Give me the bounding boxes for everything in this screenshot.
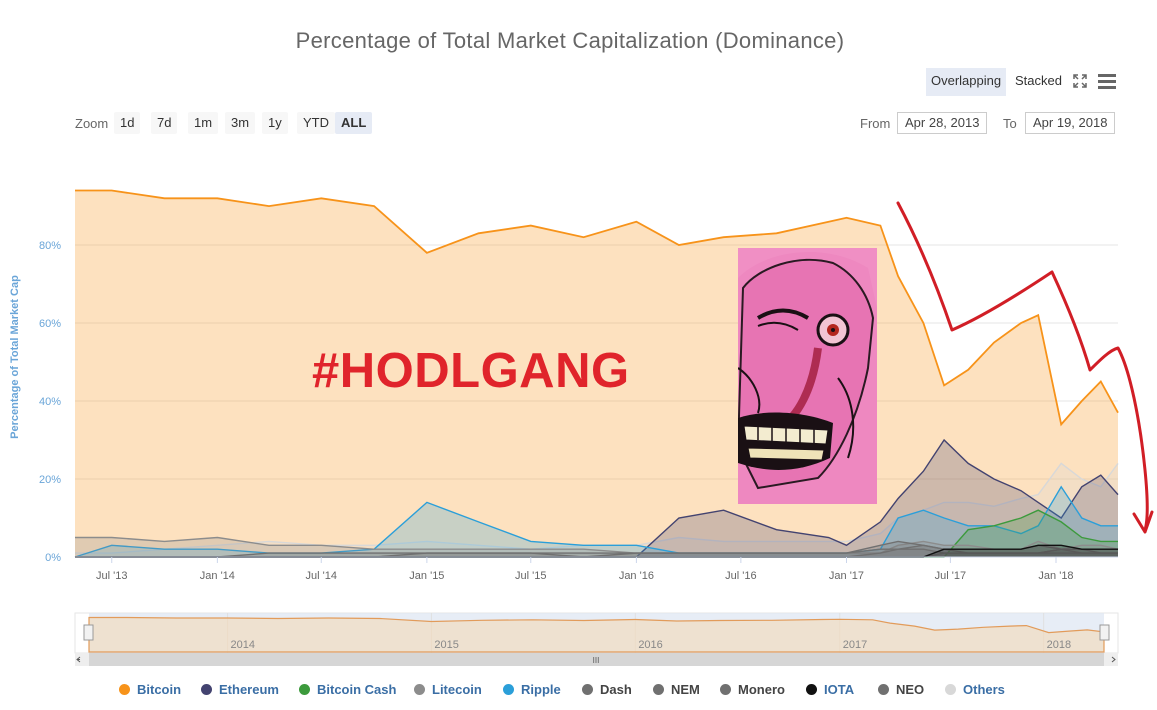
menu-icon[interactable] [1098,73,1116,89]
from-label: From [860,116,891,131]
legend-marker-icon [201,684,212,695]
legend-item-others[interactable]: Others [945,682,1005,697]
y-axis-title: Percentage of Total Market Cap [9,275,21,439]
y-tick-label: 40% [39,396,61,408]
series-area-nem [75,545,1118,557]
legend-marker-icon [653,684,664,695]
to-date-input[interactable]: Apr 19, 2018 [1025,112,1116,134]
legend-label: Dash [600,682,632,697]
legend-item-nem[interactable]: NEM [653,682,700,697]
navigator-year-label: 2015 [434,639,458,651]
zoom-1y-button[interactable]: 1y [262,112,288,134]
x-tick-label: Jul '17 [935,570,966,582]
to-label: To [1003,116,1017,131]
navigator-right-handle[interactable] [1099,624,1110,641]
legend-item-monero[interactable]: Monero [720,682,785,697]
chart-title: Percentage of Total Market Capitalizatio… [295,28,845,53]
legend-label: Ethereum [219,682,279,697]
x-tick-label: Jan '15 [409,570,444,582]
x-tick-label: Jul '14 [306,570,337,582]
legend-label: NEO [896,682,925,697]
range-navigator[interactable]: 2014 2015 2016 2017 2018 III [0,610,1157,670]
from-date-input[interactable]: Apr 28, 2013 [897,112,988,134]
navigator-year-label: 2016 [638,639,662,651]
navigator-year-label: 2018 [1047,639,1071,651]
zoom-all-button[interactable]: ALL [335,112,373,134]
navigator-year-label: 2014 [231,639,255,651]
y-tick-label: 60% [39,318,61,330]
x-tick-label: Jan '16 [619,570,654,582]
scroll-right-arrow-icon[interactable] [1111,656,1116,663]
series-area-dash [75,541,1118,557]
zoom-1m-button[interactable]: 1m [188,112,219,134]
legend-item-litecoin[interactable]: Litecoin [414,682,482,697]
legend-item-iota[interactable]: IOTA [806,682,854,697]
series-area-neo [75,549,1118,557]
hashtag-overlay: #HODLGANG [312,344,630,398]
legend-marker-icon [299,684,310,695]
fullscreen-icon[interactable] [1072,73,1088,89]
x-tick-label: Jul '15 [515,570,546,582]
legend-label: Monero [738,682,785,697]
y-tick-label: 80% [39,240,61,252]
series-area-litecoin [75,537,1118,557]
navigator-year-label: 2017 [843,639,867,651]
scrollbar-grip[interactable]: III [593,656,600,665]
x-tick-label: Jul '16 [725,570,756,582]
legend-item-ripple[interactable]: Ripple [503,682,561,697]
legend-label: Ripple [521,682,561,697]
legend-label: Bitcoin Cash [317,682,397,697]
legend-label: IOTA [824,682,855,697]
legend-marker-icon [582,684,593,695]
y-tick-label: 20% [39,474,61,486]
zoom-label: Zoom [75,116,109,131]
series-area-bitcoin-cash [75,510,1118,557]
legend-item-bitcoin-cash[interactable]: Bitcoin Cash [299,682,396,697]
stacked-button[interactable]: Stacked [1015,73,1062,88]
overlapping-button[interactable]: Overlapping [926,68,1007,96]
legend-marker-icon [806,684,817,695]
y-tick-label: 0% [45,552,61,564]
series-area-others [75,463,1118,557]
x-tick-label: Jul '13 [96,570,127,582]
legend-label: Litecoin [432,682,482,697]
legend-marker-icon [414,684,425,695]
legend-marker-icon [878,684,889,695]
zoom-7d-button[interactable]: 7d [151,112,178,134]
navigator-series-line [88,616,1105,653]
x-tick-label: Jan '18 [1038,570,1073,582]
legend-item-ethereum[interactable]: Ethereum [201,682,279,697]
legend-marker-icon [503,684,514,695]
chart-legend: Bitcoin Ethereum Bitcoin Cash Litecoin Rippl… [0,682,1157,702]
zoom-3m-button[interactable]: 3m [225,112,256,134]
legend-label: Bitcoin [137,682,182,697]
zoom-ytd-button[interactable]: YTD [297,112,335,134]
legend-item-dash[interactable]: Dash [582,682,632,697]
navigator-left-handle[interactable] [83,624,94,641]
legend-item-bitcoin[interactable]: Bitcoin [119,682,181,697]
x-tick-label: Jan '17 [829,570,864,582]
legend-label: Others [963,682,1005,697]
series-area-iota [75,545,1118,557]
legend-marker-icon [945,684,956,695]
x-tick-label: Jan '14 [200,570,235,582]
scroll-left-arrow-icon[interactable] [76,656,81,663]
pink-face-illustration [738,248,877,504]
legend-marker-icon [119,684,130,695]
legend-marker-icon [720,684,731,695]
legend-item-neo[interactable]: NEO [878,682,924,697]
zoom-1d-button[interactable]: 1d [114,112,141,134]
legend-label: NEM [671,682,700,697]
